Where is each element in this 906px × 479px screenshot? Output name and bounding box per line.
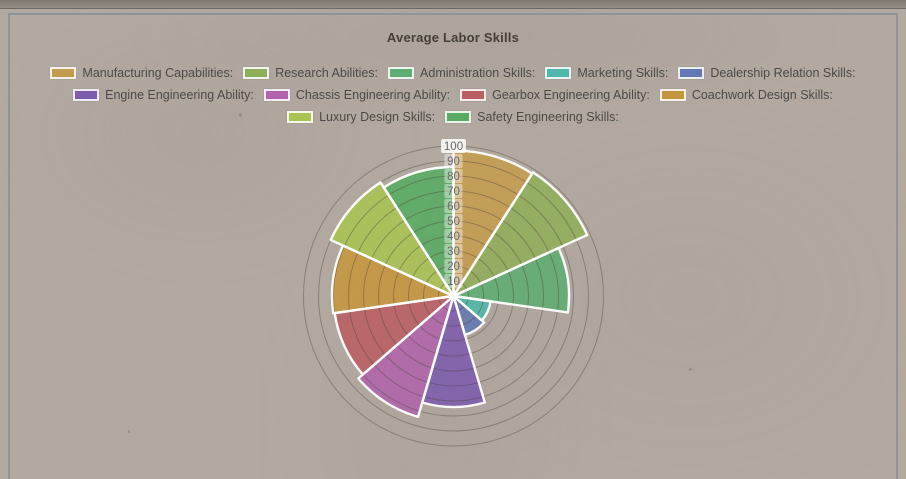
legend-item-9[interactable]: Luxury Design Skills: xyxy=(287,110,435,124)
legend-swatch-icon xyxy=(287,111,314,123)
axis-label-bg xyxy=(444,214,463,228)
window-top-edge xyxy=(0,0,906,9)
radial-axis-label: 50 xyxy=(447,216,460,228)
sector-safety-engineering-skills xyxy=(383,167,454,296)
axis-label-bg xyxy=(441,139,466,153)
legend-swatch-icon xyxy=(545,67,572,79)
sector-dealership-relation-skills xyxy=(453,296,485,335)
radial-axis-label: 90 xyxy=(447,156,460,168)
sector-border xyxy=(452,171,589,298)
legend-swatch-icon xyxy=(73,89,100,101)
legend-swatch-icon xyxy=(678,67,705,79)
sector-chassis-engineering-ability xyxy=(358,296,454,417)
legend-item-6[interactable]: Chassis Engineering Ability: xyxy=(263,88,451,102)
legend-swatch-icon xyxy=(243,67,270,79)
radial-axis-label: 70 xyxy=(447,186,460,198)
texture-speck xyxy=(128,430,130,433)
legend-swatch-icon xyxy=(50,67,77,79)
legend-row: Manufacturing Capabilities: Research Abil… xyxy=(10,62,896,84)
radial-axis-label: 30 xyxy=(447,246,460,258)
legend-swatch-icon xyxy=(263,89,290,101)
sector-marketing-skills xyxy=(453,296,491,321)
report-panel xyxy=(8,13,898,479)
radial-axis-label: 60 xyxy=(447,201,460,213)
legend-swatch-icon xyxy=(460,89,487,101)
sector-luxury-design-skills xyxy=(330,182,454,296)
legend-item-5[interactable]: Engine Engineering Ability: xyxy=(73,88,254,102)
legend-item-3[interactable]: Marketing Skills: xyxy=(545,66,668,80)
radial-axis-label: 10 xyxy=(447,276,460,288)
axis-label-bg xyxy=(444,259,463,273)
sector-coachwork-design-skills xyxy=(332,245,454,314)
legend-item-8[interactable]: Coachwork Design Skills: xyxy=(659,88,833,102)
legend-label: Manufacturing Capabilities: xyxy=(82,66,234,80)
legend-item-0[interactable]: Manufacturing Capabilities: xyxy=(50,66,233,80)
radial-axis-label: 40 xyxy=(447,231,460,243)
texture-speck xyxy=(689,368,692,371)
axis-label-bg xyxy=(444,229,463,243)
legend-label: Marketing Skills: xyxy=(577,66,669,80)
axis-label-bg xyxy=(444,274,463,288)
legend-row: Luxury Design Skills: Safety Engineering … xyxy=(10,106,896,128)
legend-label: Luxury Design Skills: xyxy=(319,110,436,124)
legend-label: Administration Skills: xyxy=(420,66,536,80)
legend-label: Dealership Relation Skills: xyxy=(710,66,856,80)
axis-label-bg xyxy=(444,154,463,168)
legend-label: Gearbox Engineering Ability: xyxy=(492,88,650,102)
radial-axis-label: 100 xyxy=(444,141,463,153)
legend-label: Research Abilities: xyxy=(275,66,379,80)
legend-item-2[interactable]: Administration Skills: xyxy=(388,66,535,80)
sector-gearbox-engineering-ability xyxy=(334,296,454,375)
legend-item-10[interactable]: Safety Engineering Skills: xyxy=(445,110,619,124)
legend-swatch-icon xyxy=(659,89,686,101)
radial-axis-label: 80 xyxy=(447,171,460,183)
chart-legend: Manufacturing Capabilities: Research Abil… xyxy=(10,62,896,128)
axis-label-bg xyxy=(444,184,463,198)
legend-item-1[interactable]: Research Abilities: xyxy=(243,66,378,80)
legend-swatch-icon xyxy=(388,67,415,79)
legend-label: Coachwork Design Skills: xyxy=(691,88,833,102)
axis-label-bg xyxy=(444,244,463,258)
sector-research-abilities xyxy=(453,172,588,296)
legend-swatch-icon xyxy=(445,111,472,123)
sector-border xyxy=(452,246,571,314)
sector-border xyxy=(357,294,455,419)
axis-label-bg xyxy=(444,169,463,183)
sector-border xyxy=(329,181,455,298)
axis-label-bg xyxy=(444,199,463,213)
sector-border xyxy=(382,165,455,298)
sector-administration-skills xyxy=(453,248,569,313)
legend-item-7[interactable]: Gearbox Engineering Ability: xyxy=(460,88,650,102)
legend-label: Chassis Engineering Ability: xyxy=(295,88,451,102)
chart-title: Average Labor Skills xyxy=(386,30,520,45)
radial-axis-label: 20 xyxy=(447,261,460,273)
texture-speck xyxy=(239,113,242,117)
legend-item-4[interactable]: Dealership Relation Skills: xyxy=(678,66,856,80)
sector-engine-engineering-ability xyxy=(422,296,485,407)
sector-manufacturing-capabilities xyxy=(453,150,533,296)
legend-label: Engine Engineering Ability: xyxy=(105,88,254,102)
legend-label: Safety Engineering Skills: xyxy=(477,110,619,124)
legend-row: Engine Engineering Ability: Chassis Engin… xyxy=(10,84,896,106)
